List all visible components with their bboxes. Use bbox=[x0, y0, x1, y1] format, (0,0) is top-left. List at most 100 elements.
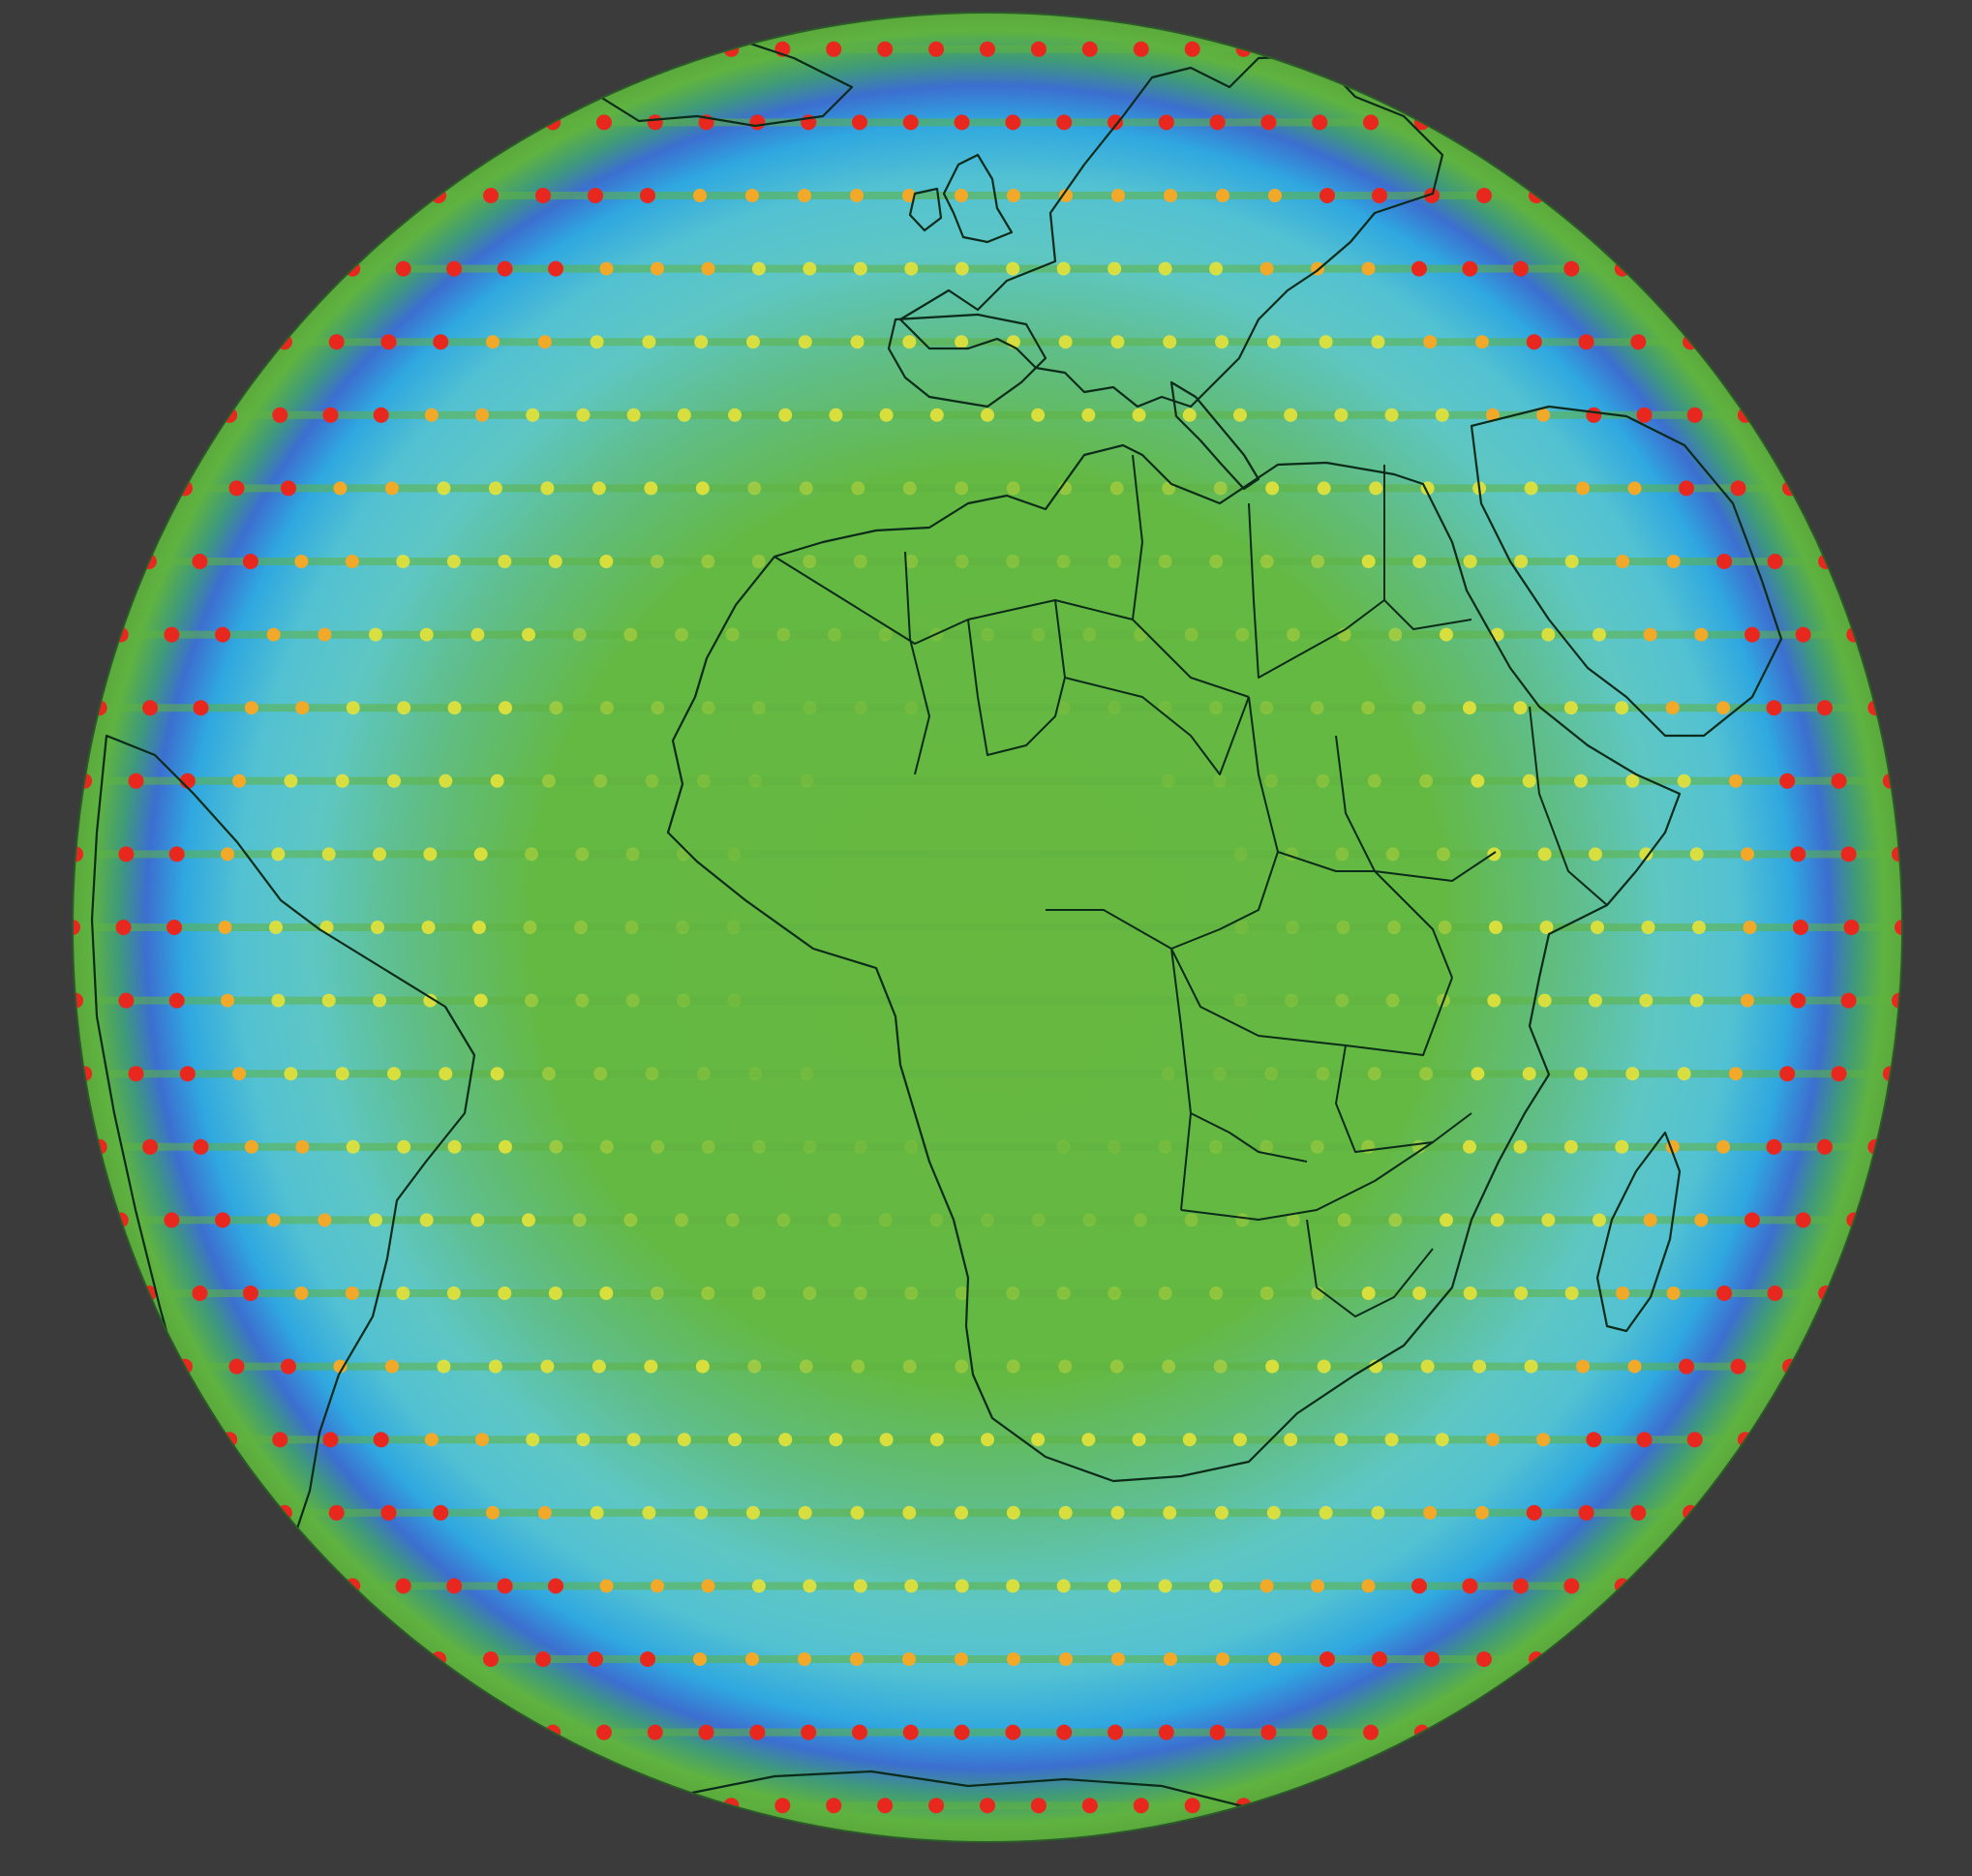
sample-dot bbox=[929, 1433, 944, 1447]
sample-dot bbox=[1006, 481, 1020, 496]
sample-dot bbox=[572, 1213, 587, 1227]
sample-dot bbox=[1840, 846, 1857, 862]
sample-dot bbox=[1679, 480, 1695, 497]
sample-dot bbox=[593, 1067, 608, 1081]
sample-dot bbox=[575, 847, 590, 862]
sample-dot bbox=[1031, 1213, 1046, 1227]
sample-dot bbox=[1686, 407, 1703, 423]
sample-dot bbox=[593, 773, 608, 788]
sample-dot bbox=[1463, 1286, 1477, 1300]
sample-dot bbox=[346, 701, 360, 715]
sample-dot bbox=[1524, 481, 1538, 496]
sample-dot bbox=[1006, 1286, 1020, 1300]
sample-dot bbox=[1539, 921, 1554, 934]
sample-dot bbox=[1310, 1139, 1324, 1154]
sample-dot bbox=[955, 335, 969, 349]
sample-dot bbox=[1216, 189, 1229, 202]
sample-dot bbox=[1730, 1358, 1746, 1375]
sample-dot bbox=[439, 1067, 453, 1081]
sample-dot bbox=[752, 701, 767, 715]
sample-dot bbox=[1679, 1358, 1695, 1375]
sample-dot bbox=[751, 1286, 766, 1300]
sample-dot bbox=[727, 993, 742, 1008]
sample-dot bbox=[853, 701, 867, 715]
sample-dot bbox=[1286, 1213, 1300, 1227]
sample-dot bbox=[1158, 261, 1172, 276]
sample-dot bbox=[498, 701, 512, 715]
sample-dot bbox=[955, 261, 969, 276]
sample-dot bbox=[221, 993, 235, 1008]
sample-dot bbox=[877, 1798, 894, 1814]
sample-dot bbox=[193, 1138, 209, 1155]
sample-dot bbox=[1215, 335, 1229, 349]
sample-dot bbox=[904, 555, 919, 568]
sample-dot bbox=[1592, 627, 1606, 642]
sample-dot bbox=[540, 1359, 555, 1374]
sample-dot bbox=[1591, 921, 1604, 934]
sample-dot bbox=[321, 993, 336, 1008]
sample-dot bbox=[1728, 773, 1743, 788]
border-line bbox=[1170, 948, 1453, 1056]
sample-dot bbox=[1371, 1505, 1385, 1520]
sample-dot bbox=[749, 1724, 766, 1740]
sample-dot bbox=[525, 993, 539, 1008]
sample-dot bbox=[549, 1139, 563, 1154]
sample-dot bbox=[1259, 1579, 1274, 1593]
sample-dot bbox=[128, 772, 144, 789]
sample-dot bbox=[1361, 1286, 1376, 1300]
sample-dot bbox=[1716, 554, 1733, 569]
sample-dot bbox=[1158, 1139, 1172, 1154]
sample-dot bbox=[701, 1286, 715, 1300]
sample-dot bbox=[541, 773, 556, 788]
sample-dot bbox=[800, 773, 814, 788]
sample-dot bbox=[1522, 1067, 1536, 1081]
sample-dot bbox=[1367, 1067, 1381, 1081]
sample-dot bbox=[1438, 921, 1452, 934]
sample-dot bbox=[955, 481, 969, 496]
sample-dot bbox=[395, 260, 411, 277]
sample-dot bbox=[1030, 41, 1047, 57]
sample-dot bbox=[1489, 921, 1502, 934]
sample-dot bbox=[650, 1579, 664, 1593]
sample-dot bbox=[1006, 1579, 1020, 1593]
sample-dot bbox=[1059, 1652, 1073, 1666]
sample-dot bbox=[1268, 189, 1282, 202]
sample-dot bbox=[421, 921, 436, 934]
sample-dot bbox=[1367, 773, 1381, 788]
sample-dot bbox=[675, 1213, 689, 1227]
sample-dot bbox=[498, 1139, 512, 1154]
sample-dot bbox=[221, 847, 235, 862]
sample-dot bbox=[439, 773, 453, 788]
sample-dot bbox=[1266, 335, 1281, 349]
sample-dot bbox=[1031, 627, 1046, 642]
sample-dot bbox=[745, 1505, 760, 1520]
sample-dot bbox=[1259, 1139, 1274, 1154]
sample-dot bbox=[1816, 1138, 1833, 1155]
sample-dot bbox=[955, 1505, 969, 1520]
sample-dot bbox=[498, 555, 512, 568]
sample-dot bbox=[369, 1213, 383, 1227]
sample-dot bbox=[1831, 1066, 1847, 1082]
sample-dot bbox=[142, 1138, 159, 1155]
sample-dot bbox=[576, 1433, 591, 1447]
sample-dot bbox=[1411, 260, 1427, 277]
sample-dot bbox=[244, 701, 258, 715]
south-america-coastline bbox=[90, 734, 476, 1599]
sample-dot bbox=[1463, 1139, 1477, 1154]
sample-dot bbox=[1107, 701, 1122, 715]
sample-dot bbox=[693, 1652, 707, 1666]
sample-dot bbox=[902, 1652, 916, 1666]
sample-dot bbox=[1216, 1652, 1229, 1666]
sample-dot bbox=[776, 627, 791, 642]
sample-dot bbox=[522, 1213, 536, 1227]
sample-dot bbox=[380, 334, 397, 350]
sample-dot bbox=[1471, 1067, 1485, 1081]
border-line bbox=[1180, 1141, 1434, 1221]
sample-dot bbox=[1317, 1359, 1331, 1374]
sample-dot bbox=[1081, 1433, 1096, 1447]
sample-dot bbox=[853, 1139, 867, 1154]
sample-dot bbox=[803, 1579, 817, 1593]
sample-dot bbox=[473, 993, 488, 1008]
